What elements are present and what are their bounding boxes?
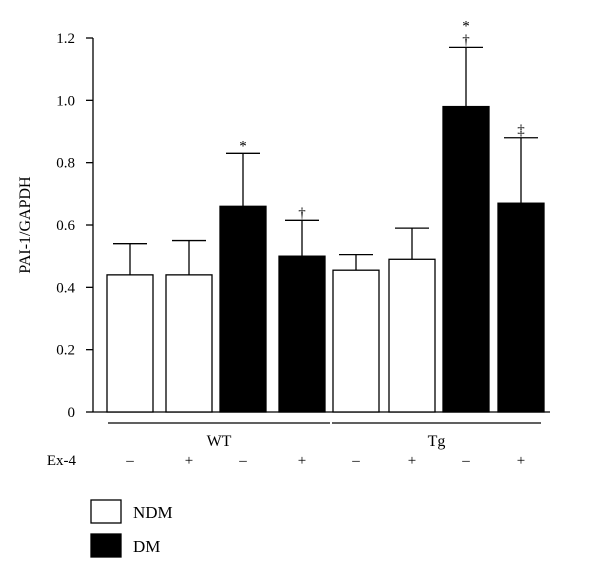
y-tick-label: 1.2	[56, 31, 75, 47]
bar	[106, 274, 154, 413]
group-labels: WT Tg Ex-4	[47, 422, 541, 469]
bar	[442, 105, 490, 413]
y-tick-label: 0.6	[56, 218, 75, 234]
group-label: Tg	[428, 433, 446, 450]
y-tick-label: 0.2	[56, 343, 75, 359]
legend-swatch	[90, 533, 122, 558]
bar	[219, 205, 267, 413]
legend: NDM DM	[90, 499, 173, 558]
significance-marker: †	[462, 32, 470, 48]
ex4-value: +	[298, 453, 306, 469]
bar	[497, 202, 545, 413]
y-tick-label: 1.0	[56, 93, 75, 109]
significance-marker: †	[298, 205, 306, 221]
y-axis-label: PAI-1/GAPDH	[17, 176, 34, 274]
significance-marker: ‡	[517, 123, 525, 139]
y-tick-label: 0.8	[56, 156, 75, 172]
ex4-value: –	[238, 453, 247, 469]
legend-label: NDM	[133, 503, 173, 522]
bar	[332, 269, 380, 413]
y-tick-label: 0	[68, 405, 76, 421]
ex4-value: –	[461, 453, 470, 469]
legend-label: DM	[133, 537, 160, 556]
y-tick-label: 0.4	[56, 280, 75, 296]
ex4-value: –	[351, 453, 360, 469]
ex4-value: +	[517, 453, 525, 469]
legend-swatch	[90, 499, 122, 524]
bars: – +*–†+ – +*†–‡+	[106, 18, 545, 469]
row-label-ex4: Ex-4	[47, 453, 77, 469]
ex4-value: +	[185, 453, 193, 469]
group-label: WT	[207, 433, 232, 450]
y-axis: 0 0.2 0.4 0.6 0.8 1.0 1.2	[56, 31, 550, 421]
bar	[388, 258, 436, 413]
ex4-value: –	[125, 453, 134, 469]
bar	[278, 255, 326, 413]
bar	[165, 274, 213, 413]
ex4-value: +	[408, 453, 416, 469]
significance-marker: *	[462, 18, 470, 34]
significance-marker: *	[239, 138, 247, 154]
